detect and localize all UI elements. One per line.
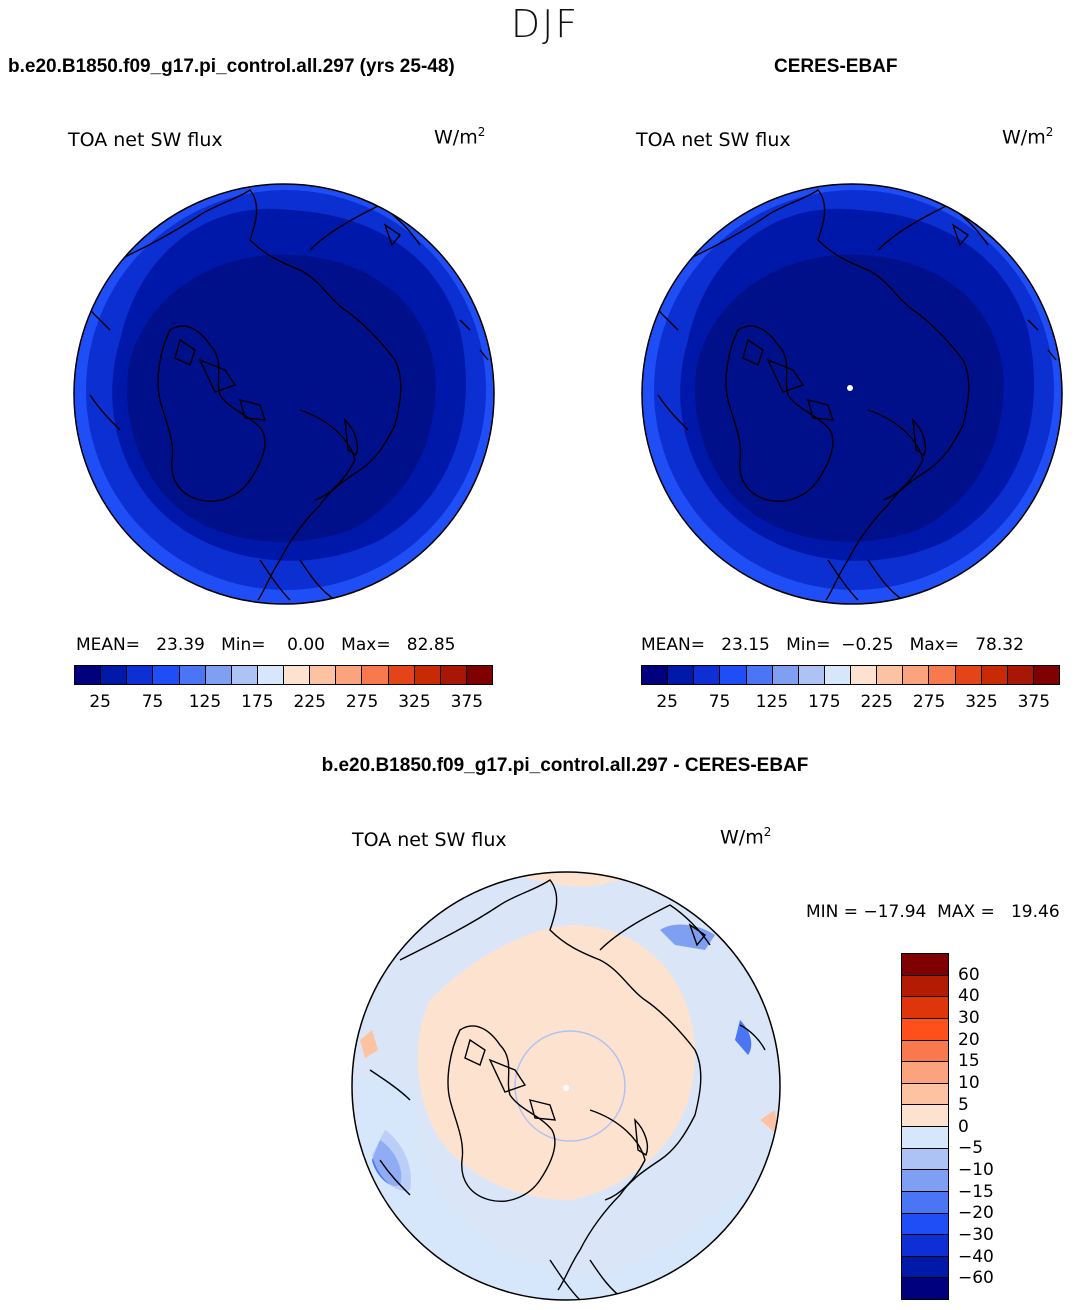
obs-colorbar xyxy=(641,665,1060,685)
diff-colorbar-swatch xyxy=(902,1170,948,1192)
model-colorbar-swatch xyxy=(75,666,102,684)
diff-colorbar-swatch xyxy=(902,975,948,998)
model-colorbar-swatch xyxy=(414,666,441,684)
obs-units: W/m2 xyxy=(1002,125,1054,149)
obs-colorbar-tick-label: 25 xyxy=(656,692,679,712)
model-colorbar-tick-label: 325 xyxy=(398,692,431,712)
diff-stats: MIN = −17.94 MAX = 19.46 xyxy=(806,902,1060,922)
diff-colorbar-tick-label: 40 xyxy=(958,986,980,1007)
obs-colorbar-swatch xyxy=(955,666,982,684)
obs-colorbar-swatch xyxy=(1033,666,1059,684)
obs-colorbar-swatch xyxy=(694,666,721,684)
obs-case-title: CERES-EBAF xyxy=(774,56,898,77)
diff-colorbar-swatch xyxy=(902,1127,948,1149)
diff-colorbar-swatch xyxy=(902,1148,948,1171)
model-colorbar-swatch xyxy=(101,666,128,684)
diff-colorbar-tick-label: 30 xyxy=(958,1008,980,1029)
model-colorbar-swatch xyxy=(257,666,284,684)
diff-colorbar-swatch xyxy=(902,954,948,976)
diff-colorbar-tick-label: −15 xyxy=(958,1181,994,1202)
obs-colorbar-swatch xyxy=(851,666,878,684)
model-stats: MEAN= 23.39 Min= 0.00 Max= 82.85 xyxy=(76,635,456,655)
diff-colorbar xyxy=(901,953,949,1300)
model-colorbar-tick-label: 175 xyxy=(241,692,274,712)
model-colorbar-swatch xyxy=(127,666,154,684)
model-colorbar-swatch xyxy=(153,666,180,684)
model-colorbar-swatch xyxy=(284,666,311,684)
obs-colorbar-swatch xyxy=(720,666,747,684)
diff-colorbar-swatch xyxy=(902,1018,948,1041)
model-colorbar-tick-label: 75 xyxy=(141,692,164,712)
diff-variable-label: TOA net SW flux xyxy=(352,829,507,851)
diff-colorbar-swatch xyxy=(902,997,948,1019)
model-colorbar-swatch xyxy=(388,666,415,684)
obs-colorbar-swatch xyxy=(642,666,669,684)
model-colorbar-tick-label: 125 xyxy=(188,692,222,712)
diff-colorbar-swatch xyxy=(902,1278,948,1299)
obs-colorbar-tick-label: 75 xyxy=(708,692,731,712)
diff-case-title: b.e20.B1850.f09_g17.pi_control.all.297 -… xyxy=(321,755,809,776)
diff-colorbar-tick-label: −10 xyxy=(958,1159,994,1180)
model-colorbar xyxy=(74,665,493,685)
diff-colorbar-tick-label: 5 xyxy=(958,1094,969,1115)
obs-colorbar-tick-label: 175 xyxy=(808,692,841,712)
obs-colorbar-swatch xyxy=(668,666,695,684)
diff-colorbar-swatch xyxy=(902,1105,948,1127)
model-colorbar-swatch xyxy=(205,666,232,684)
diff-colorbar-swatch xyxy=(902,1256,948,1279)
obs-colorbar-swatch xyxy=(877,666,904,684)
obs-colorbar-swatch xyxy=(772,666,799,684)
obs-colorbar-swatch xyxy=(929,666,956,684)
obs-colorbar-swatch xyxy=(1007,666,1034,684)
diff-colorbar-swatch xyxy=(902,1062,948,1084)
diff-colorbar-swatch xyxy=(902,1191,948,1214)
diff-colorbar-tick-label: −40 xyxy=(958,1246,994,1267)
diff-units: W/m2 xyxy=(720,825,772,849)
obs-colorbar-tick-label: 225 xyxy=(860,692,893,712)
diff-colorbar-tick-label: 60 xyxy=(958,964,980,985)
obs-colorbar-swatch xyxy=(824,666,851,684)
model-colorbar-tick-label: 25 xyxy=(89,692,112,712)
diff-colorbar-tick-label: 15 xyxy=(958,1051,980,1072)
model-units: W/m2 xyxy=(434,125,486,149)
model-colorbar-swatch xyxy=(362,666,389,684)
obs-colorbar-swatch xyxy=(746,666,773,684)
model-colorbar-swatch xyxy=(466,666,492,684)
obs-stats: MEAN= 23.15 Min= −0.25 Max= 78.32 xyxy=(641,635,1024,655)
diff-colorbar-tick-label: 10 xyxy=(958,1073,980,1094)
obs-colorbar-swatch xyxy=(981,666,1008,684)
model-colorbar-swatch xyxy=(231,666,258,684)
diff-colorbar-tick-label: −60 xyxy=(958,1268,994,1289)
model-colorbar-tick-label: 375 xyxy=(450,692,484,712)
model-colorbar-tick-label: 275 xyxy=(345,692,379,712)
obs-colorbar-tick-label: 375 xyxy=(1017,692,1051,712)
obs-variable-label: TOA net SW flux xyxy=(636,129,791,151)
diff-colorbar-tick-label: −20 xyxy=(958,1203,994,1224)
diff-colorbar-tick-label: 20 xyxy=(958,1029,980,1050)
diff-colorbar-tick-label: −5 xyxy=(958,1138,984,1159)
obs-colorbar-tick-label: 325 xyxy=(965,692,998,712)
season-title: DJF xyxy=(510,2,580,46)
diff-colorbar-swatch xyxy=(902,1235,948,1257)
model-colorbar-swatch xyxy=(336,666,363,684)
model-case-title: b.e20.B1850.f09_g17.pi_control.all.297 (… xyxy=(8,56,455,77)
diff-colorbar-tick-label: 0 xyxy=(958,1116,969,1137)
diff-colorbar-swatch xyxy=(902,1083,948,1106)
obs-colorbar-swatch xyxy=(903,666,930,684)
model-colorbar-swatch xyxy=(440,666,467,684)
model-colorbar-swatch xyxy=(179,666,206,684)
model-colorbar-swatch xyxy=(310,666,337,684)
model-colorbar-tick-label: 225 xyxy=(293,692,326,712)
obs-colorbar-swatch xyxy=(798,666,825,684)
model-variable-label: TOA net SW flux xyxy=(68,129,223,151)
diff-colorbar-tick-label: −30 xyxy=(958,1224,994,1245)
diff-colorbar-swatch xyxy=(902,1040,948,1063)
obs-colorbar-tick-label: 125 xyxy=(755,692,789,712)
obs-colorbar-tick-label: 275 xyxy=(912,692,946,712)
diff-colorbar-swatch xyxy=(902,1213,948,1236)
